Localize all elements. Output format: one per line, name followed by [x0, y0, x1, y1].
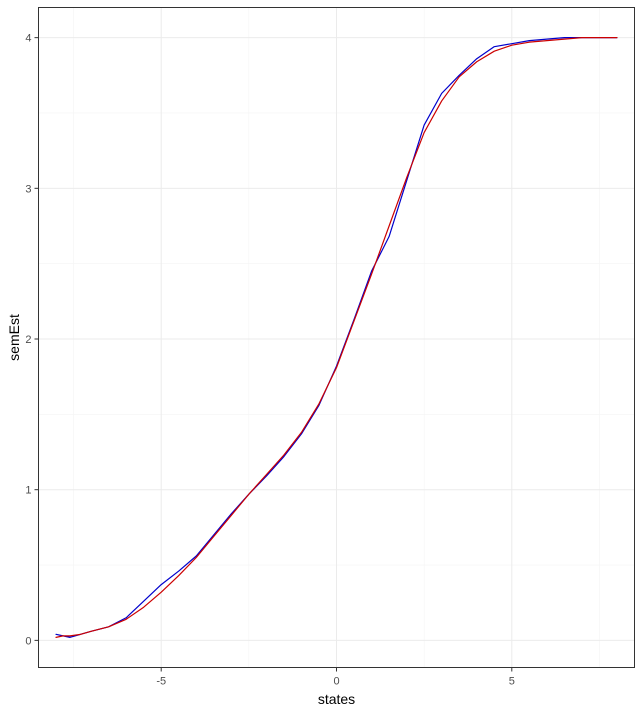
y-tick-label: 1	[25, 485, 31, 497]
y-axis: 0 1 2 3 4	[25, 33, 39, 647]
y-tick-label: 0	[25, 635, 31, 647]
series-layer	[55, 37, 618, 638]
x-axis-title: states	[318, 691, 355, 707]
x-axis: -5 0 5	[156, 667, 515, 688]
y-tick-label: 2	[25, 334, 31, 346]
major-gridlines	[38, 7, 635, 668]
x-tick-label: 5	[509, 676, 515, 688]
y-axis-title: semEst	[6, 314, 22, 361]
x-tick-label: 0	[333, 676, 339, 688]
series-line-1	[55, 37, 618, 638]
x-tick-label: -5	[156, 676, 166, 688]
series-line-2	[55, 37, 618, 638]
y-tick-label: 3	[25, 183, 31, 195]
y-tick-label: 4	[25, 33, 31, 45]
